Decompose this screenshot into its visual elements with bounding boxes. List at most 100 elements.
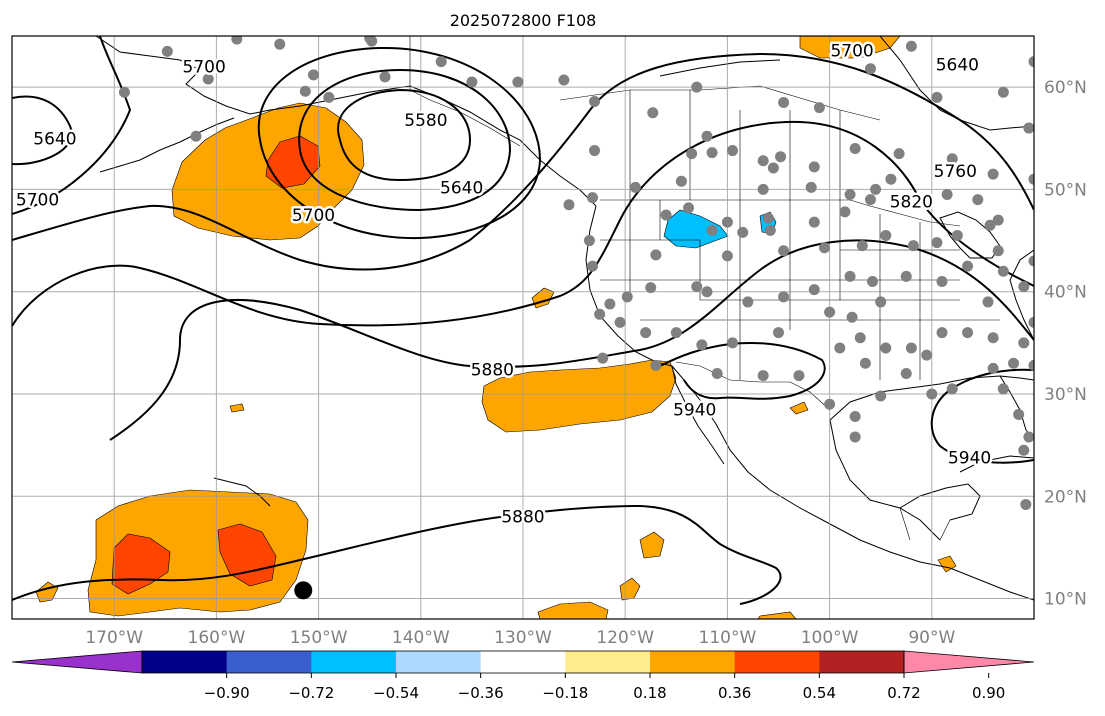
map-frame <box>11 35 1035 620</box>
station-dot <box>586 260 598 272</box>
station-dot <box>992 214 1004 226</box>
station-dot <box>629 181 641 193</box>
anomaly-fills <box>35 36 957 619</box>
station-dot <box>721 216 733 228</box>
station-dot <box>762 212 774 224</box>
border-central-america <box>899 507 951 541</box>
station-dot <box>597 352 609 364</box>
contour-label-halo: 5700 <box>830 41 873 61</box>
anomaly-fill-small-8 <box>799 36 901 59</box>
longitude-tick-labels: 170°W 160°W 150°W 140°W 130°W 120°W 110°W 100°W… <box>85 628 955 648</box>
contour-label: 5640 <box>936 56 979 76</box>
station-dot <box>1028 255 1034 267</box>
station-dot <box>691 281 703 293</box>
contour-5640-west <box>12 95 73 166</box>
contour-label-halo: 5640 <box>33 129 76 149</box>
station-dot <box>1018 444 1030 456</box>
station-dot <box>778 245 790 257</box>
station-dot <box>905 40 917 52</box>
station-dot <box>650 359 662 371</box>
lat-tick-label: 30°N <box>1044 385 1087 405</box>
gridlines <box>12 36 1034 619</box>
station-dot <box>824 306 836 318</box>
contour-5760 <box>12 52 1034 271</box>
contour-5700-low <box>257 46 542 240</box>
colorbar-segment <box>311 651 397 673</box>
station-dot <box>984 219 996 231</box>
station-dot <box>650 249 662 261</box>
station-dot <box>834 342 846 354</box>
station-dot <box>767 162 779 174</box>
contour-label: 5580 <box>404 111 447 131</box>
station-dot <box>844 189 856 201</box>
colorbar: −0.90 −0.72 −0.54 −0.36 −0.18 0.18 0.36 0.54 0.7… <box>11 650 1035 702</box>
station-dot <box>905 342 917 354</box>
station-dot <box>808 284 820 296</box>
anomaly-fill-small-6 <box>789 401 809 415</box>
border-alaska-canada <box>409 36 521 147</box>
colorbar-tick-label: 0.36 <box>718 684 751 702</box>
contour-label-halo: 5700 <box>16 191 59 211</box>
station-dot <box>900 270 912 282</box>
station-dot <box>742 296 754 308</box>
station-dot <box>880 229 892 241</box>
coastline-alaska <box>95 36 597 207</box>
station-dot <box>1013 408 1025 420</box>
contour-label: 5640 <box>33 129 76 149</box>
station-dot <box>364 36 376 44</box>
colorbar-frame <box>141 650 905 674</box>
anomaly-fill-small-9 <box>229 403 245 413</box>
station-dot <box>867 275 879 287</box>
station-dot <box>647 107 659 119</box>
contour-5640-inner <box>298 68 512 212</box>
station-dot <box>706 224 718 236</box>
station-dot <box>721 250 733 262</box>
contour-labels: 5580558056405640570057005640564057005700… <box>13 39 993 530</box>
station-dot <box>875 296 887 308</box>
station-dot <box>992 245 1004 257</box>
station-dot <box>849 431 861 443</box>
station-dot <box>764 224 776 236</box>
map-content <box>12 36 1034 619</box>
station-dot <box>675 175 687 187</box>
contour-5940-east <box>930 368 1034 464</box>
station-dot <box>844 270 856 282</box>
contour-label-halo: 5940 <box>948 448 991 468</box>
lat-tick-label: 50°N <box>1044 180 1087 200</box>
station-dot <box>854 332 866 344</box>
station-dot <box>778 291 790 303</box>
contour-label-halo: 5880 <box>501 508 544 528</box>
coastline-hudson <box>879 36 1034 131</box>
anomaly-fill-small-7 <box>937 555 957 573</box>
station-dot <box>589 145 601 157</box>
colorbar-segment <box>226 651 312 673</box>
contour-label-halo: 5640 <box>440 178 483 198</box>
colorbar-segment <box>819 651 905 673</box>
station-dot <box>696 339 708 351</box>
station-dot <box>778 96 790 108</box>
height-contours <box>12 36 1034 605</box>
border-canada-provinces <box>559 85 881 206</box>
station-dot <box>614 316 626 328</box>
station-dot <box>686 148 698 160</box>
station-dot <box>987 168 999 180</box>
station-dot <box>997 265 1009 277</box>
station-dot <box>307 69 319 81</box>
station-dot <box>583 235 595 247</box>
station-dot <box>987 332 999 344</box>
station-dot <box>1023 431 1034 443</box>
station-dot <box>1028 316 1034 328</box>
colorbar-segment <box>650 651 736 673</box>
anomaly-fill-subtropical-pacific <box>481 359 677 433</box>
station-dot <box>936 275 948 287</box>
contour-label-halo: 5580 <box>404 111 447 131</box>
contour-label: 5880 <box>471 360 514 380</box>
station-dot <box>727 145 739 157</box>
station-dot <box>589 95 601 107</box>
station-dot <box>931 91 943 103</box>
station-dot <box>1018 337 1030 349</box>
coastline-baja <box>671 365 725 465</box>
lon-tick-label: 100°W <box>801 628 859 648</box>
